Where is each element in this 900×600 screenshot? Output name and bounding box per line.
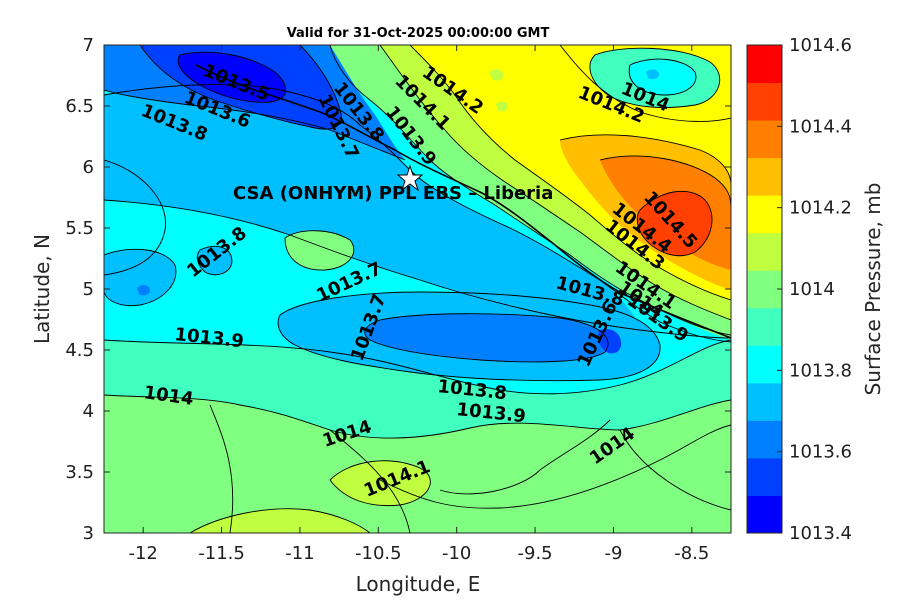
colorbar-tick-label: 1013.8 — [789, 360, 852, 381]
y-tick-label: 5.5 — [65, 218, 94, 239]
colorbar-segment — [747, 495, 782, 534]
contour-fill-central-low-core — [364, 313, 608, 362]
contour-line — [284, 230, 355, 271]
contour-line — [599, 155, 731, 211]
x-tick-label: -11.5 — [198, 543, 245, 564]
contour-line — [329, 45, 731, 336]
colorbar-segment — [747, 307, 782, 346]
x-tick-label: -9.5 — [518, 543, 553, 564]
colorbar-tick-label: 1014.2 — [789, 198, 852, 219]
contour-line — [104, 199, 731, 339]
colorbar-segment — [747, 82, 782, 121]
colorbar-segment — [747, 457, 782, 496]
contour-fill-1014-6 — [637, 191, 713, 256]
colorbar — [747, 45, 782, 534]
y-tick-label: 6.5 — [65, 96, 94, 117]
contour-line — [379, 424, 731, 509]
colorbar-tick-label: 1014.6 — [789, 35, 852, 56]
x-tick-label: -8.5 — [674, 543, 709, 564]
contour-fill-north-high-1 — [285, 230, 354, 271]
y-axis-label: Latitude, N — [30, 234, 54, 344]
colorbar-segment — [747, 157, 782, 196]
contour-line — [104, 89, 406, 161]
colorbar-segment — [747, 195, 782, 234]
colorbar-segment — [747, 120, 782, 159]
contour-fill-1013-7-nw — [104, 84, 640, 330]
contour-line — [139, 45, 342, 130]
contour-fill-1014 — [104, 395, 731, 533]
x-tick-label: -10.5 — [355, 543, 402, 564]
contour-line — [104, 339, 731, 395]
colorbar-segment — [747, 420, 782, 459]
contour-line — [104, 394, 731, 439]
site-marker: CSA (ONHYM) PPL EBS – Liberia — [233, 164, 553, 204]
contour-line — [196, 246, 233, 276]
y-axis-ticks: 3 3.5 4 4.5 5 5.5 6 6.5 7 — [65, 35, 731, 544]
contour-line — [619, 429, 731, 511]
y-tick-label: 4 — [83, 401, 94, 422]
x-axis-label: Longitude, E — [356, 572, 481, 596]
colorbar-segment — [747, 382, 782, 421]
contour-line — [379, 45, 731, 321]
contour-line — [439, 419, 611, 495]
colorbar-segment — [747, 345, 782, 384]
x-axis-ticks: -12 -11.5 -11 -10.5 -10 -9.5 -9 -8.5 — [128, 45, 709, 564]
contour-line — [559, 45, 731, 122]
contour-line — [209, 404, 234, 533]
y-tick-label: 3.5 — [65, 462, 94, 483]
contour-fill-central-low-east — [597, 328, 622, 354]
y-tick-label: 4.5 — [65, 340, 94, 361]
contour-line — [628, 58, 697, 96]
contour-line — [177, 51, 287, 103]
colorbar-segment — [747, 232, 782, 271]
colorbar-ticks: 1013.4 1013.6 1013.8 1014 1014.2 1014.4 1014.6 — [777, 35, 852, 544]
x-tick-label: -12 — [128, 543, 157, 564]
contour-line — [189, 508, 371, 533]
contour-line — [636, 190, 713, 257]
contour-fill-1014-1-south — [330, 460, 431, 506]
contour-line — [277, 291, 661, 382]
contour-line — [104, 248, 177, 307]
contour-fill-ne-low-core — [629, 59, 696, 95]
colorbar-tick-label: 1013.4 — [789, 523, 852, 544]
contour-line — [104, 84, 731, 343]
contour-fill-north-high-3 — [496, 101, 508, 112]
contour-fill-west-low-core — [137, 285, 150, 296]
contour-fill-1014-1-sw — [190, 508, 370, 533]
contour-fill-north-high-2 — [489, 69, 504, 81]
contour-line — [559, 134, 731, 186]
contour-line — [104, 159, 166, 276]
filled-contours — [104, 45, 731, 533]
site-label: CSA (ONHYM) PPL EBS – Liberia — [233, 183, 553, 204]
contour-line — [329, 429, 411, 533]
coastline — [195, 64, 731, 339]
x-tick-label: -10 — [442, 543, 471, 564]
x-tick-label: -11 — [285, 543, 314, 564]
y-tick-label: 7 — [83, 35, 94, 56]
contour-fill-mid-low — [197, 246, 232, 275]
contour-line — [364, 313, 609, 363]
colorbar-tick-label: 1014 — [789, 279, 835, 300]
contour-line — [409, 45, 731, 301]
contour-fill-west-low — [104, 249, 176, 306]
map-title: Valid for 31-Oct-2025 00:00:00 GMT — [287, 26, 550, 41]
y-tick-label: 3 — [83, 523, 94, 544]
colorbar-tick-label: 1014.4 — [789, 116, 852, 137]
contour-fill-ne-low-center — [646, 69, 659, 79]
colorbar-label: Surface Pressure, mb — [861, 183, 885, 396]
x-tick-label: -9 — [604, 543, 622, 564]
colorbar-tick-label: 1013.6 — [789, 442, 852, 463]
y-tick-label: 6 — [83, 157, 94, 178]
colorbar-segment — [747, 270, 782, 309]
colorbar-segment — [747, 45, 782, 84]
y-tick-label: 5 — [83, 279, 94, 300]
star-icon — [396, 164, 424, 192]
contour-lines — [104, 45, 731, 533]
contour-fill-1013-5 — [178, 52, 286, 103]
